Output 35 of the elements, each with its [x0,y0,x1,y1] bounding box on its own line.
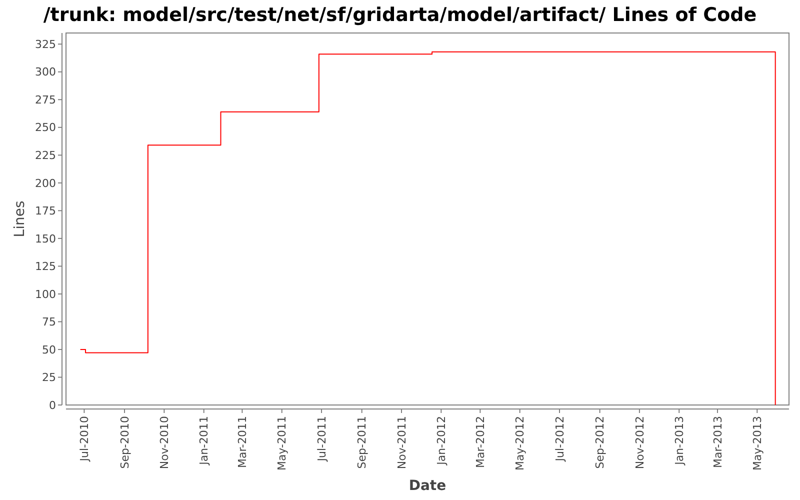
x-tick-label: Mar-2013 [711,416,724,468]
x-tick-label: May-2013 [750,416,764,471]
x-axis-title: Date [408,478,446,494]
x-tick-label: Jan-2011 [198,416,211,466]
y-tick-label: 250 [35,121,56,134]
y-tick-label: 75 [42,316,56,329]
y-tick-label: 275 [35,93,56,106]
x-tick-label: Nov-2011 [395,416,408,470]
y-tick-label: 50 [42,343,56,356]
x-tick-label: May-2011 [276,416,289,471]
x-tick-label: Nov-2010 [158,416,172,470]
y-tick-label: 100 [35,288,56,301]
x-tick-label: Sep-2010 [118,416,132,469]
x-tick-label: Jul-2010 [78,416,92,462]
y-axis-title: Lines [12,200,28,238]
x-tick-label: Mar-2012 [474,416,488,468]
x-tick-label: Sep-2012 [594,416,607,469]
x-tick-label: Jul-2012 [553,416,566,462]
chart-title: /trunk: model/src/test/net/sf/gridarta/model/artifact/ Lines of Code [43,4,757,26]
x-tick-label: Nov-2012 [633,416,646,470]
y-tick-label: 300 [35,66,56,79]
x-tick-label: May-2012 [514,416,527,471]
y-tick-label: 175 [35,204,56,218]
x-tick-label: Jan-2013 [672,416,686,466]
y-tick-label: 200 [35,176,56,190]
x-tick-label: Jul-2011 [315,416,328,462]
y-tick-label: 325 [35,38,56,51]
y-tick-label: 225 [35,149,56,162]
y-tick-label: 25 [42,371,56,384]
y-tick-label: 125 [35,260,56,274]
x-tick-label: Jan-2012 [435,416,448,466]
x-tick-label: Mar-2011 [236,416,250,468]
x-tick-label: Sep-2011 [356,416,369,469]
y-tick-label: 150 [35,232,56,246]
y-tick-label: 0 [49,398,56,412]
